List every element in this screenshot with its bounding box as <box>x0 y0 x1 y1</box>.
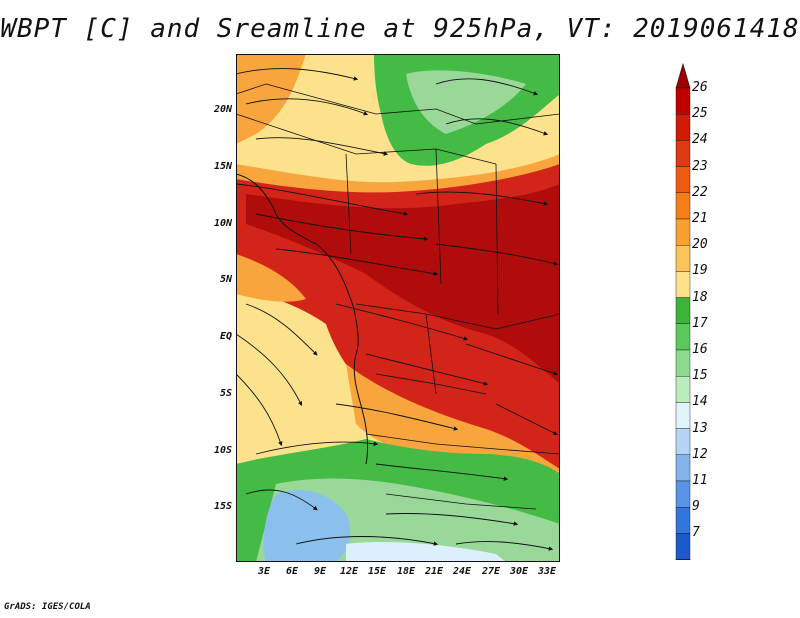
colorbar-swatch <box>675 166 691 193</box>
lon-label-30E: 30E <box>509 566 529 577</box>
colorbar-label: 24 <box>692 132 708 148</box>
colorbar-label: 21 <box>692 211 708 226</box>
shade-darkred-core <box>246 184 560 384</box>
colorbar-swatch <box>675 244 691 272</box>
map-title: WBPT [C] and Sreamline at 925hPa, VT: 20… <box>0 14 800 44</box>
country-borders <box>236 83 560 510</box>
colorbar-swatch <box>675 323 691 351</box>
colorbar-swatch <box>675 480 691 508</box>
lat-label-15S: 15S <box>213 501 232 512</box>
colorbar-swatch <box>675 114 691 141</box>
lat-label-20N: 20N <box>213 104 232 115</box>
colorbar-upper-arrow <box>675 62 691 89</box>
lon-label-24E: 24E <box>452 566 472 577</box>
colorbar-label: 22 <box>692 184 708 200</box>
map-panel <box>236 54 560 562</box>
colorbar-swatch <box>675 87 691 115</box>
map-canvas <box>236 54 560 562</box>
lon-label-12E: 12E <box>339 566 359 577</box>
colorbar-label: 15 <box>692 368 708 384</box>
colorbar-swatch <box>675 140 691 167</box>
lon-label-27E: 27E <box>481 566 501 577</box>
lon-label-3E: 3E <box>257 566 271 577</box>
streamlines <box>236 68 559 551</box>
colorbar-swatch <box>675 454 691 482</box>
colorbar-label: 11 <box>692 473 708 488</box>
shade-blue-south <box>263 490 351 562</box>
lon-label-18E: 18E <box>396 566 416 577</box>
colorbar-swatch <box>675 297 691 325</box>
colorbar-label: 18 <box>692 289 708 305</box>
lon-label-21E: 21E <box>424 566 444 577</box>
shade-orange-northwest <box>236 54 306 144</box>
colorbar-label: 14 <box>692 394 708 410</box>
shade-orange-west-coast <box>236 254 306 302</box>
lat-label-5N: 5N <box>219 274 232 285</box>
colorbar-swatch <box>675 533 691 560</box>
colorbar-swatch <box>675 376 691 403</box>
colorbar-swatch <box>675 428 691 456</box>
shade-paleblue-south <box>346 542 506 562</box>
shade-lightgreen-north <box>406 70 526 134</box>
colorbar-swatch <box>675 271 691 298</box>
colorbar-label: 20 <box>692 237 708 253</box>
lon-label-9E: 9E <box>313 566 327 577</box>
colorbar-label: 12 <box>692 446 708 462</box>
colorbar-label: 9 <box>692 499 700 515</box>
lat-label-10S: 10S <box>213 445 232 456</box>
colorbar-label: 19 <box>692 263 708 279</box>
colorbar-swatch <box>675 218 691 246</box>
map-frame <box>236 54 560 562</box>
lat-label-EQ: EQ <box>219 331 232 342</box>
colorbar-swatch <box>675 507 691 534</box>
colorbar-swatch <box>675 192 691 220</box>
colorbar <box>675 62 691 560</box>
colorbar-label: 17 <box>692 315 708 331</box>
lat-label-5S: 5S <box>219 388 232 399</box>
colorbar-label: 26 <box>692 80 708 95</box>
colorbar-label: 7 <box>692 525 700 541</box>
colorbar-swatch <box>675 402 691 429</box>
credit: GrADS: IGES/COLA <box>4 602 91 612</box>
colorbar-label: 13 <box>692 420 708 436</box>
lon-label-6E: 6E <box>285 566 299 577</box>
lat-label-10N: 10N <box>213 218 232 229</box>
lat-label-15N: 15N <box>213 161 232 172</box>
lon-label-33E: 33E <box>537 566 557 577</box>
colorbar-label: 16 <box>692 342 708 357</box>
lon-label-15E: 15E <box>367 566 387 577</box>
colorbar-label: 23 <box>692 158 708 174</box>
colorbar-label: 25 <box>692 106 708 122</box>
colorbar-swatch <box>675 349 691 377</box>
